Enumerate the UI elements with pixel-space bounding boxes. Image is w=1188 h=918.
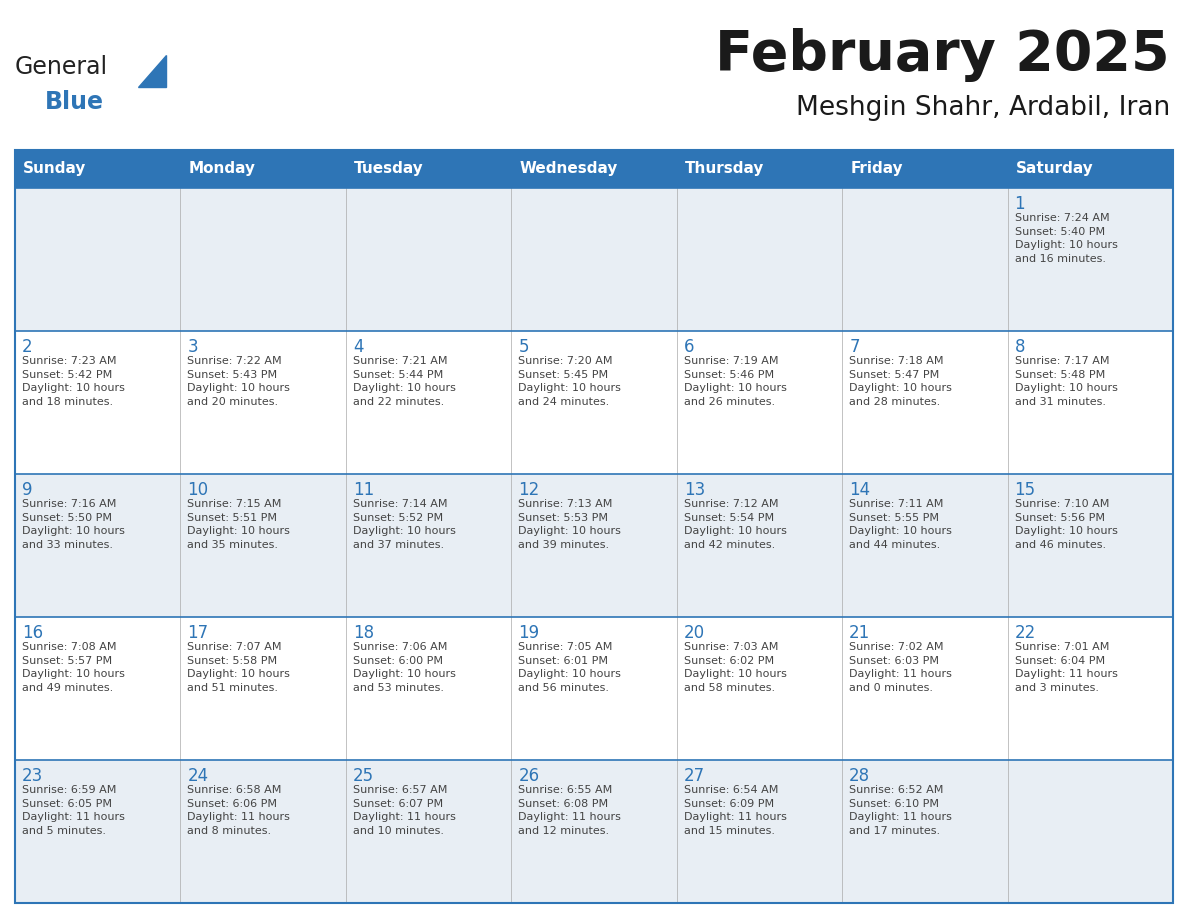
Text: Sunrise: 6:54 AM
Sunset: 6:09 PM
Daylight: 11 hours
and 15 minutes.: Sunrise: 6:54 AM Sunset: 6:09 PM Dayligh… xyxy=(684,785,786,835)
Text: Sunrise: 7:16 AM
Sunset: 5:50 PM
Daylight: 10 hours
and 33 minutes.: Sunrise: 7:16 AM Sunset: 5:50 PM Dayligh… xyxy=(23,499,125,550)
Text: Sunrise: 7:13 AM
Sunset: 5:53 PM
Daylight: 10 hours
and 39 minutes.: Sunrise: 7:13 AM Sunset: 5:53 PM Dayligh… xyxy=(518,499,621,550)
Text: 14: 14 xyxy=(849,481,871,499)
Text: 19: 19 xyxy=(518,624,539,642)
Bar xyxy=(15,331,1173,474)
Bar xyxy=(15,760,1173,903)
Text: Sunrise: 7:23 AM
Sunset: 5:42 PM
Daylight: 10 hours
and 18 minutes.: Sunrise: 7:23 AM Sunset: 5:42 PM Dayligh… xyxy=(23,356,125,407)
Text: Sunrise: 6:58 AM
Sunset: 6:06 PM
Daylight: 11 hours
and 8 minutes.: Sunrise: 6:58 AM Sunset: 6:06 PM Dayligh… xyxy=(188,785,290,835)
Text: Sunrise: 6:52 AM
Sunset: 6:10 PM
Daylight: 11 hours
and 17 minutes.: Sunrise: 6:52 AM Sunset: 6:10 PM Dayligh… xyxy=(849,785,952,835)
Text: 13: 13 xyxy=(684,481,704,499)
Text: Sunrise: 7:17 AM
Sunset: 5:48 PM
Daylight: 10 hours
and 31 minutes.: Sunrise: 7:17 AM Sunset: 5:48 PM Dayligh… xyxy=(1015,356,1118,407)
Text: 8: 8 xyxy=(1015,338,1025,356)
Text: Saturday: Saturday xyxy=(1016,162,1093,176)
Text: 9: 9 xyxy=(23,481,32,499)
Text: 27: 27 xyxy=(684,767,704,785)
Text: Sunrise: 6:57 AM
Sunset: 6:07 PM
Daylight: 11 hours
and 10 minutes.: Sunrise: 6:57 AM Sunset: 6:07 PM Dayligh… xyxy=(353,785,456,835)
Text: 25: 25 xyxy=(353,767,374,785)
Text: Sunrise: 7:18 AM
Sunset: 5:47 PM
Daylight: 10 hours
and 28 minutes.: Sunrise: 7:18 AM Sunset: 5:47 PM Dayligh… xyxy=(849,356,952,407)
Text: Sunrise: 7:20 AM
Sunset: 5:45 PM
Daylight: 10 hours
and 24 minutes.: Sunrise: 7:20 AM Sunset: 5:45 PM Dayligh… xyxy=(518,356,621,407)
Text: 24: 24 xyxy=(188,767,209,785)
Text: Sunrise: 7:01 AM
Sunset: 6:04 PM
Daylight: 11 hours
and 3 minutes.: Sunrise: 7:01 AM Sunset: 6:04 PM Dayligh… xyxy=(1015,642,1118,693)
Text: General: General xyxy=(15,55,108,79)
Text: Sunrise: 6:55 AM
Sunset: 6:08 PM
Daylight: 11 hours
and 12 minutes.: Sunrise: 6:55 AM Sunset: 6:08 PM Dayligh… xyxy=(518,785,621,835)
Text: Thursday: Thursday xyxy=(684,162,764,176)
Text: Monday: Monday xyxy=(189,162,255,176)
Text: Sunrise: 7:22 AM
Sunset: 5:43 PM
Daylight: 10 hours
and 20 minutes.: Sunrise: 7:22 AM Sunset: 5:43 PM Dayligh… xyxy=(188,356,290,407)
Text: 23: 23 xyxy=(23,767,43,785)
Text: Sunrise: 7:12 AM
Sunset: 5:54 PM
Daylight: 10 hours
and 42 minutes.: Sunrise: 7:12 AM Sunset: 5:54 PM Dayligh… xyxy=(684,499,786,550)
Text: Sunrise: 7:19 AM
Sunset: 5:46 PM
Daylight: 10 hours
and 26 minutes.: Sunrise: 7:19 AM Sunset: 5:46 PM Dayligh… xyxy=(684,356,786,407)
Text: 10: 10 xyxy=(188,481,209,499)
Bar xyxy=(15,150,1173,903)
Text: 5: 5 xyxy=(518,338,529,356)
Text: 21: 21 xyxy=(849,624,871,642)
Text: Sunrise: 7:21 AM
Sunset: 5:44 PM
Daylight: 10 hours
and 22 minutes.: Sunrise: 7:21 AM Sunset: 5:44 PM Dayligh… xyxy=(353,356,456,407)
Text: Sunrise: 7:24 AM
Sunset: 5:40 PM
Daylight: 10 hours
and 16 minutes.: Sunrise: 7:24 AM Sunset: 5:40 PM Dayligh… xyxy=(1015,213,1118,263)
Text: 28: 28 xyxy=(849,767,871,785)
Text: Wednesday: Wednesday xyxy=(519,162,618,176)
Text: Blue: Blue xyxy=(45,90,105,114)
Text: Friday: Friday xyxy=(851,162,903,176)
Text: Sunrise: 7:14 AM
Sunset: 5:52 PM
Daylight: 10 hours
and 37 minutes.: Sunrise: 7:14 AM Sunset: 5:52 PM Dayligh… xyxy=(353,499,456,550)
Text: 22: 22 xyxy=(1015,624,1036,642)
Text: Sunrise: 7:02 AM
Sunset: 6:03 PM
Daylight: 11 hours
and 0 minutes.: Sunrise: 7:02 AM Sunset: 6:03 PM Dayligh… xyxy=(849,642,952,693)
Text: Meshgin Shahr, Ardabil, Iran: Meshgin Shahr, Ardabil, Iran xyxy=(796,95,1170,121)
Text: 4: 4 xyxy=(353,338,364,356)
Text: 26: 26 xyxy=(518,767,539,785)
Bar xyxy=(15,617,1173,760)
Bar xyxy=(15,188,1173,331)
Text: 12: 12 xyxy=(518,481,539,499)
Text: Sunrise: 7:11 AM
Sunset: 5:55 PM
Daylight: 10 hours
and 44 minutes.: Sunrise: 7:11 AM Sunset: 5:55 PM Dayligh… xyxy=(849,499,952,550)
Text: 17: 17 xyxy=(188,624,209,642)
Text: 16: 16 xyxy=(23,624,43,642)
Text: 15: 15 xyxy=(1015,481,1036,499)
Text: Sunrise: 7:08 AM
Sunset: 5:57 PM
Daylight: 10 hours
and 49 minutes.: Sunrise: 7:08 AM Sunset: 5:57 PM Dayligh… xyxy=(23,642,125,693)
Text: Sunrise: 7:05 AM
Sunset: 6:01 PM
Daylight: 10 hours
and 56 minutes.: Sunrise: 7:05 AM Sunset: 6:01 PM Dayligh… xyxy=(518,642,621,693)
Text: Tuesday: Tuesday xyxy=(354,162,424,176)
Text: Sunrise: 7:06 AM
Sunset: 6:00 PM
Daylight: 10 hours
and 53 minutes.: Sunrise: 7:06 AM Sunset: 6:00 PM Dayligh… xyxy=(353,642,456,693)
Text: Sunrise: 6:59 AM
Sunset: 6:05 PM
Daylight: 11 hours
and 5 minutes.: Sunrise: 6:59 AM Sunset: 6:05 PM Dayligh… xyxy=(23,785,125,835)
Text: Sunrise: 7:15 AM
Sunset: 5:51 PM
Daylight: 10 hours
and 35 minutes.: Sunrise: 7:15 AM Sunset: 5:51 PM Dayligh… xyxy=(188,499,290,550)
Text: 20: 20 xyxy=(684,624,704,642)
Text: 2: 2 xyxy=(23,338,32,356)
Text: 7: 7 xyxy=(849,338,860,356)
Text: Sunrise: 7:03 AM
Sunset: 6:02 PM
Daylight: 10 hours
and 58 minutes.: Sunrise: 7:03 AM Sunset: 6:02 PM Dayligh… xyxy=(684,642,786,693)
Text: 18: 18 xyxy=(353,624,374,642)
Text: 3: 3 xyxy=(188,338,198,356)
Text: 1: 1 xyxy=(1015,195,1025,213)
Text: February 2025: February 2025 xyxy=(715,28,1170,82)
Text: 6: 6 xyxy=(684,338,694,356)
Text: 11: 11 xyxy=(353,481,374,499)
Bar xyxy=(15,474,1173,617)
Text: Sunday: Sunday xyxy=(23,162,87,176)
Text: Sunrise: 7:07 AM
Sunset: 5:58 PM
Daylight: 10 hours
and 51 minutes.: Sunrise: 7:07 AM Sunset: 5:58 PM Dayligh… xyxy=(188,642,290,693)
Text: Sunrise: 7:10 AM
Sunset: 5:56 PM
Daylight: 10 hours
and 46 minutes.: Sunrise: 7:10 AM Sunset: 5:56 PM Dayligh… xyxy=(1015,499,1118,550)
Bar xyxy=(15,150,1173,188)
